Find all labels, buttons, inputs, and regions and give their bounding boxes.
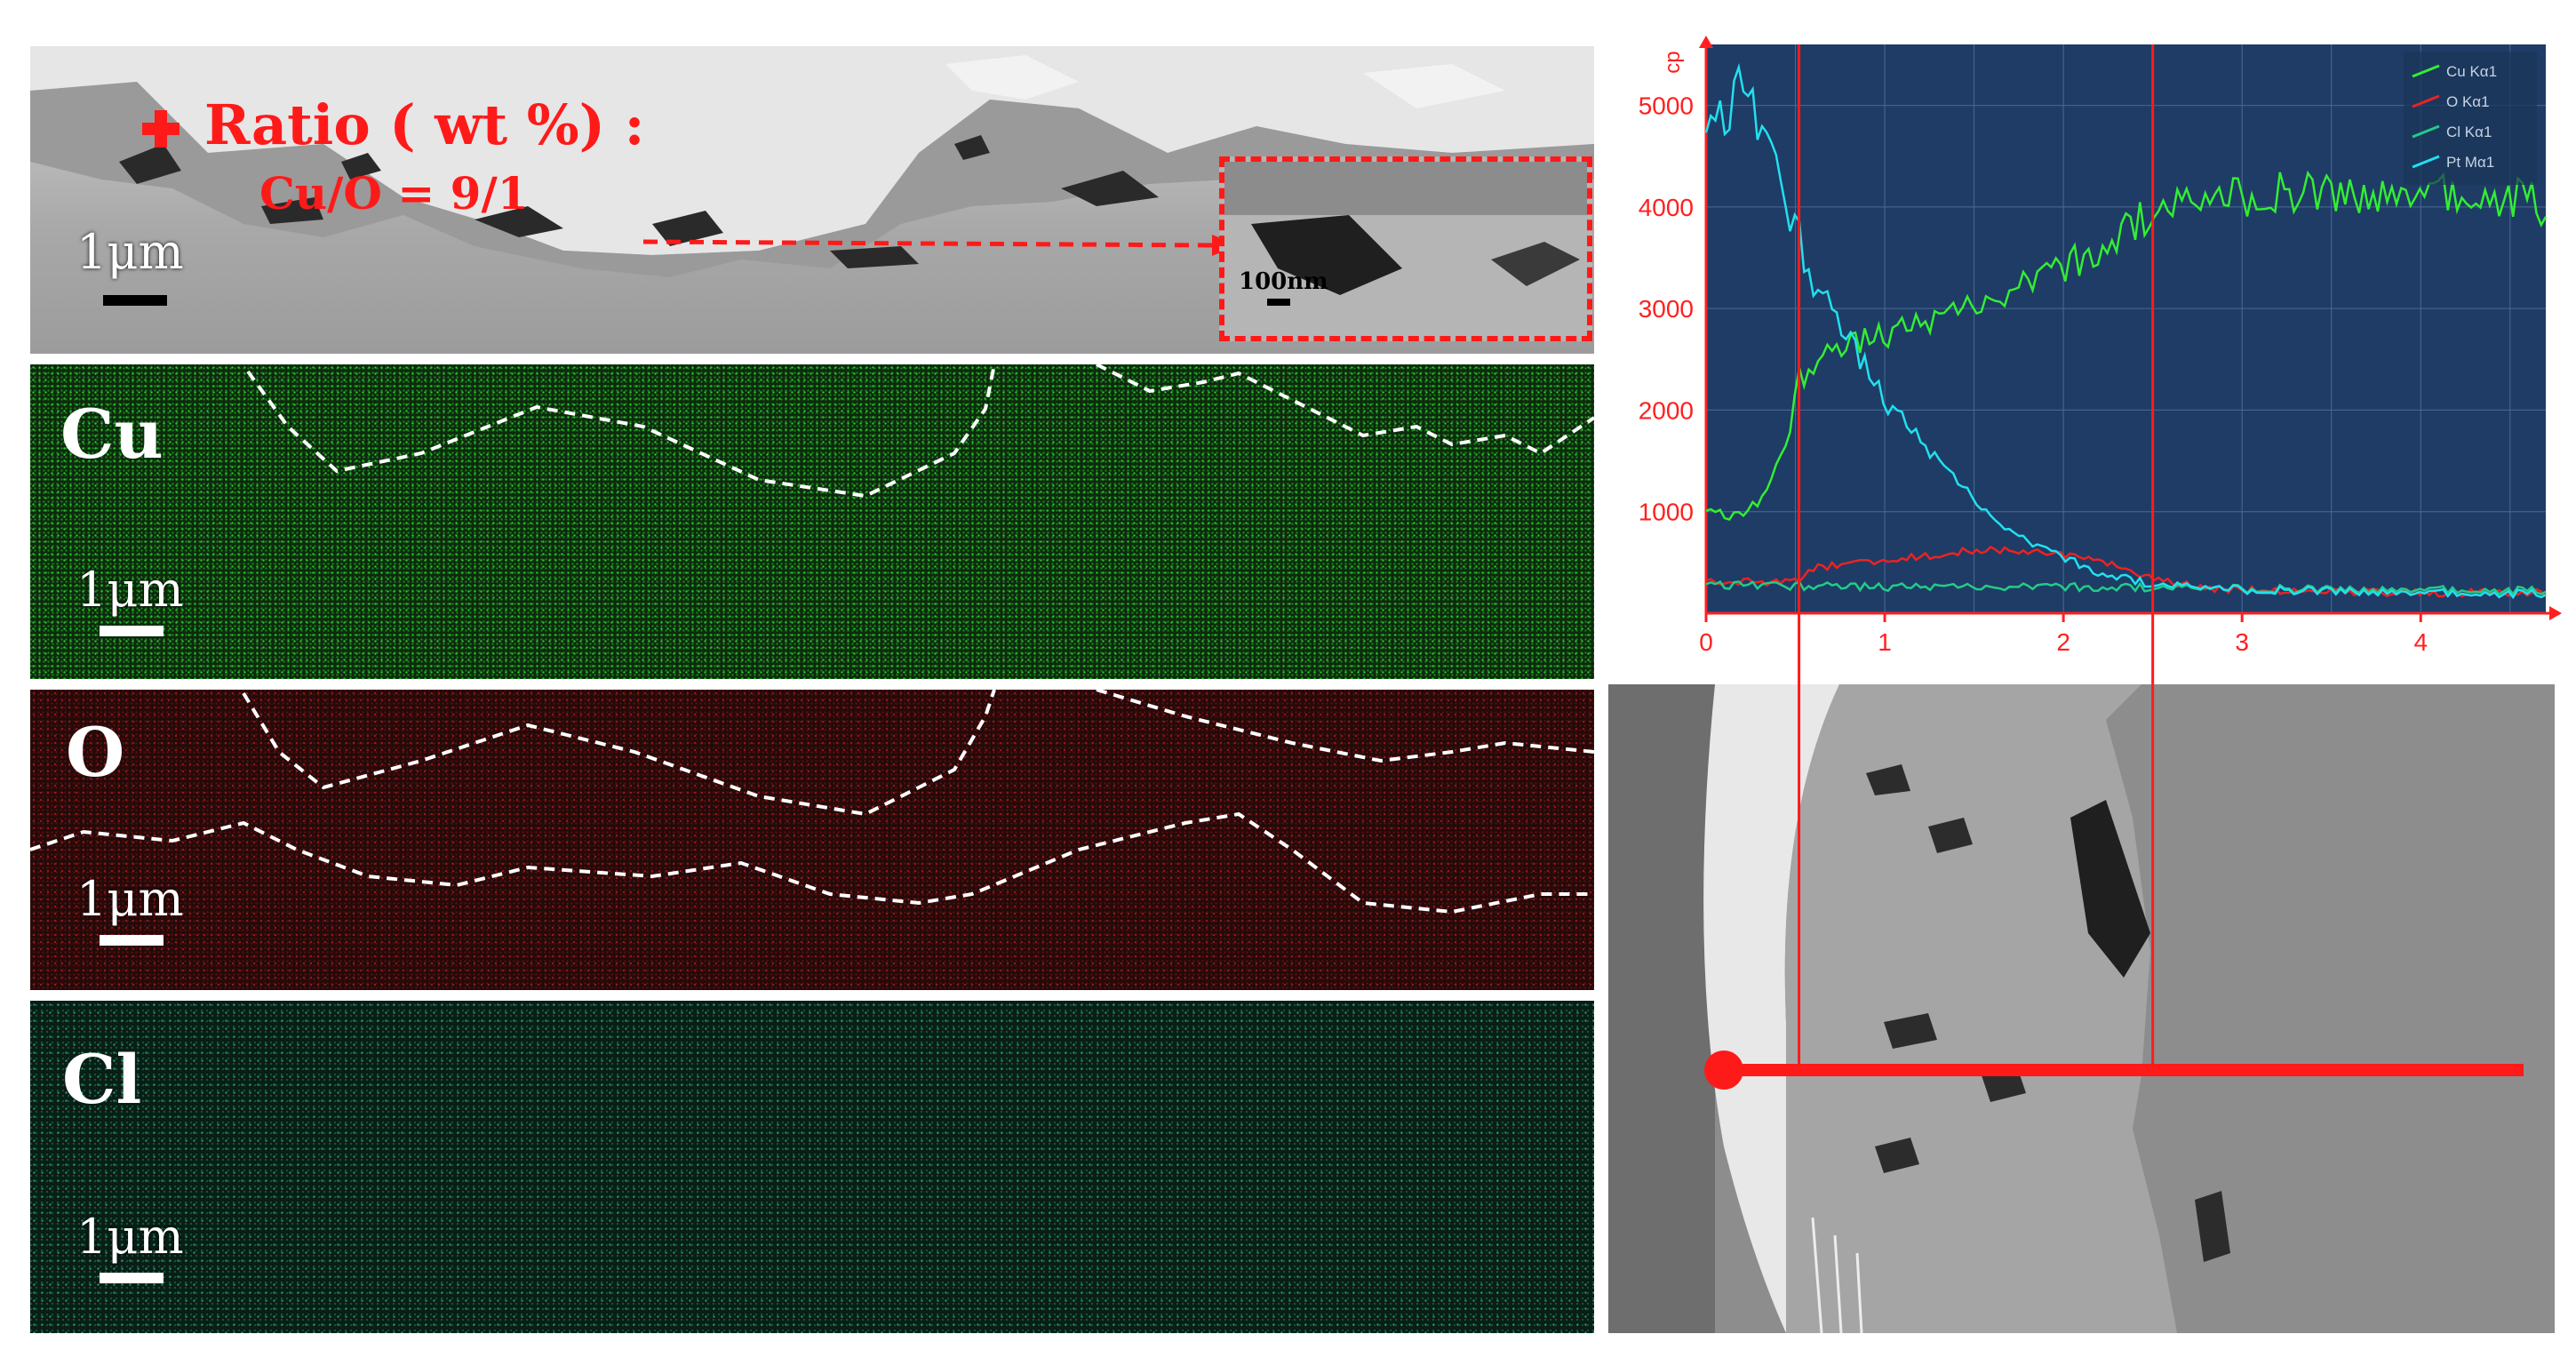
scale-bar-o: 1μm [76,871,184,946]
scale-bar-inset: 100nm [1239,268,1328,306]
sem-texture [30,46,1594,277]
ratio-label: Ratio ( wt %) : [204,92,645,157]
y-tick-label: 3000 [1639,295,1694,323]
cu-boundary [246,364,1594,499]
separator [30,681,1594,686]
cl-eds-map: Cl 1μm [30,1001,1594,1333]
x-tick-label: 1 [1878,628,1892,656]
sem-linescan-texture [1608,684,2524,1333]
sem-cross-section-image: Ratio ( wt %) : Cu/O = 9/1 1μm 100nm [30,46,1594,354]
y-tick-label: 2000 [1639,396,1694,424]
x-axis-arrow [2549,606,2562,620]
separator [30,992,1594,997]
scale-bar-cl: 1μm [76,1209,184,1283]
o-eds-map: O 1μm [30,690,1594,990]
series-line-cl [1705,580,2547,596]
scale-bar-cu: 1μm [76,562,184,636]
series-line-cu [1705,170,2548,521]
y-tick-label: 5000 [1639,92,1694,120]
legend-swatch [2412,124,2440,139]
chart-canvas: 1000 2000 3000 4000 5000 0 1 2 3 4 cp Cu Kα1 O Kα1 Cl… [1639,36,2562,656]
x-tick-label: 2 [2056,628,2070,656]
separator [30,354,1594,359]
element-label-cl: Cl [62,1040,142,1119]
y-axis-label: cp [1661,51,1685,73]
legend-swatch [2412,155,2440,169]
legend-label: Cu Kα1 [2446,63,2497,80]
plus-icon [142,110,179,148]
x-tick-label: 3 [2235,628,2249,656]
legend-swatch [2412,64,2440,78]
o-boundary [30,690,1594,915]
y-tick-label: 4000 [1639,194,1694,221]
legend-swatch [2412,94,2440,108]
zoom-inset: 100nm [1219,156,1592,341]
x-tick-label: 0 [1699,628,1713,656]
y-axis-arrow [1699,36,1713,48]
legend-label: O Kα1 [2446,93,2490,110]
legend-label: Cl Kα1 [2446,124,2492,140]
line-scan-chart: 1000 2000 3000 4000 5000 0 1 2 3 4 cp Cu Kα1 O Kα1 Cl… [1608,36,2564,675]
scale-bar-main: 1μm [76,224,184,306]
series-line-pt [1704,62,2547,600]
element-label-o: O [66,713,125,792]
sem-line-scan-image [1608,684,2555,1333]
cu-eds-map: Cu 1μm [30,364,1594,679]
ratio-value: Cu/O = 9/1 [259,167,529,220]
scale-bar-label: 1μm [76,224,184,280]
element-label-cu: Cu [60,395,163,474]
y-tick-label: 1000 [1639,499,1694,526]
legend-label: Pt Mα1 [2446,154,2494,171]
x-tick-label: 4 [2413,628,2428,656]
inset-texture [1224,162,1587,295]
